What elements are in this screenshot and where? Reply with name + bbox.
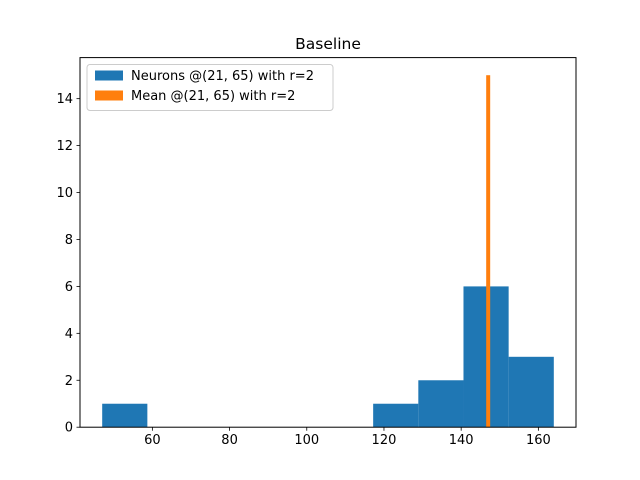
histogram-bar [373, 403, 419, 428]
y-tick-label: 14 [56, 92, 73, 107]
x-tick-label: 80 [221, 433, 238, 448]
legend-label: Neurons @(21, 65) with r=2 [131, 69, 314, 84]
mean-bar [486, 75, 491, 428]
chart-title: Baseline [295, 35, 361, 53]
legend-box [86, 64, 334, 111]
y-tick-label: 8 [65, 233, 73, 248]
histogram-bar [418, 380, 464, 428]
x-tick-label: 140 [449, 433, 474, 448]
histogram-bar [508, 356, 554, 428]
y-tick-label: 2 [65, 374, 73, 389]
y-tick-label: 0 [65, 421, 73, 436]
legend-swatch [95, 90, 123, 101]
y-tick-label: 10 [56, 186, 73, 201]
y-tick-label: 6 [65, 280, 73, 295]
legend-label: Mean @(21, 65) with r=2 [131, 89, 295, 104]
y-tick-label: 4 [65, 327, 73, 342]
x-tick-label: 160 [526, 433, 551, 448]
plot-frame [79, 57, 577, 428]
x-tick-label: 120 [372, 433, 397, 448]
x-axis: 60 80 100 120 140 160 [144, 427, 551, 448]
legend: Neurons @(21, 65) with r=2 Mean @(21, 65)… [86, 64, 334, 111]
y-axis: 0 2 4 6 8 10 12 14 [56, 92, 80, 436]
x-tick-label: 100 [294, 433, 319, 448]
y-tick-label: 12 [56, 139, 73, 154]
plot-bars [102, 75, 554, 428]
histogram-bar [102, 403, 148, 428]
x-tick-label: 60 [144, 433, 161, 448]
legend-swatch [95, 70, 123, 81]
histogram-bar [463, 286, 509, 428]
